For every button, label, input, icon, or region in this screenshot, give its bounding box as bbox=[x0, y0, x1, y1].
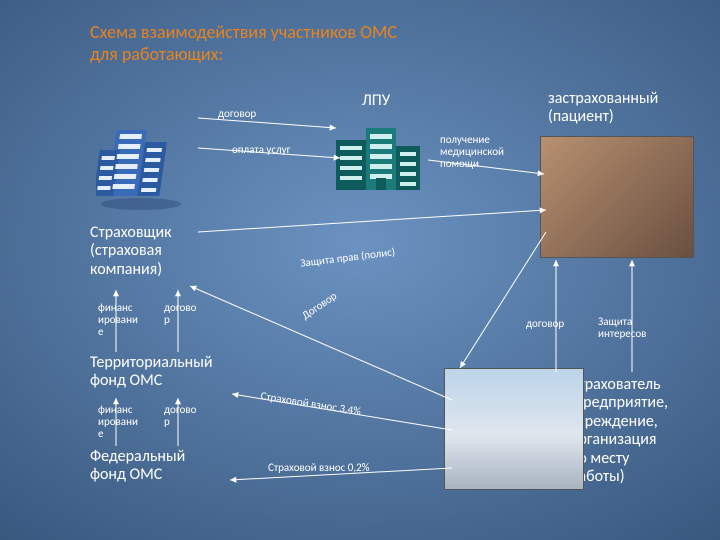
label-employer: Страхователь(предприятие,учреждение,орга… bbox=[570, 376, 668, 486]
label-insurer: Страховщик(страховаякомпания) bbox=[90, 224, 172, 279]
edge-label: Договор bbox=[300, 290, 339, 322]
insured-photo-placeholder bbox=[540, 136, 694, 258]
office-building-icon bbox=[96, 120, 186, 210]
edge-label: договор bbox=[526, 318, 564, 330]
label-tfoms: Территориальныйфонд ОМС bbox=[90, 354, 213, 391]
edge-label: догово р bbox=[164, 302, 196, 326]
edge-label: Защита прав (полис) bbox=[300, 246, 396, 270]
edge-label: финанс ировани е bbox=[98, 302, 138, 338]
edge-label: договор bbox=[218, 108, 256, 120]
edge-label: финанс ировани е bbox=[98, 404, 138, 440]
label-lpu: ЛПУ bbox=[362, 92, 390, 110]
hospital-icon bbox=[330, 120, 425, 195]
slide-title: Схема взаимодействия участников ОМС для … bbox=[90, 22, 420, 65]
edge-label: Защита интересов bbox=[598, 316, 646, 340]
edge-label: догово р bbox=[164, 404, 196, 428]
slide-root: Схема взаимодействия участников ОМС для … bbox=[0, 0, 720, 540]
employer-photo-placeholder bbox=[444, 368, 584, 490]
edge-label: получение медицинской помощи bbox=[440, 134, 504, 170]
label-ffoms: Федеральныйфонд ОМС bbox=[90, 448, 185, 485]
edge-label: оплата услуг bbox=[232, 144, 290, 156]
label-insured: застрахованный(пациент) bbox=[548, 90, 658, 127]
edge-label: Страховой взнос 3,4% bbox=[260, 390, 362, 418]
edge-label: Страховой взнос 0,2% bbox=[268, 462, 370, 474]
